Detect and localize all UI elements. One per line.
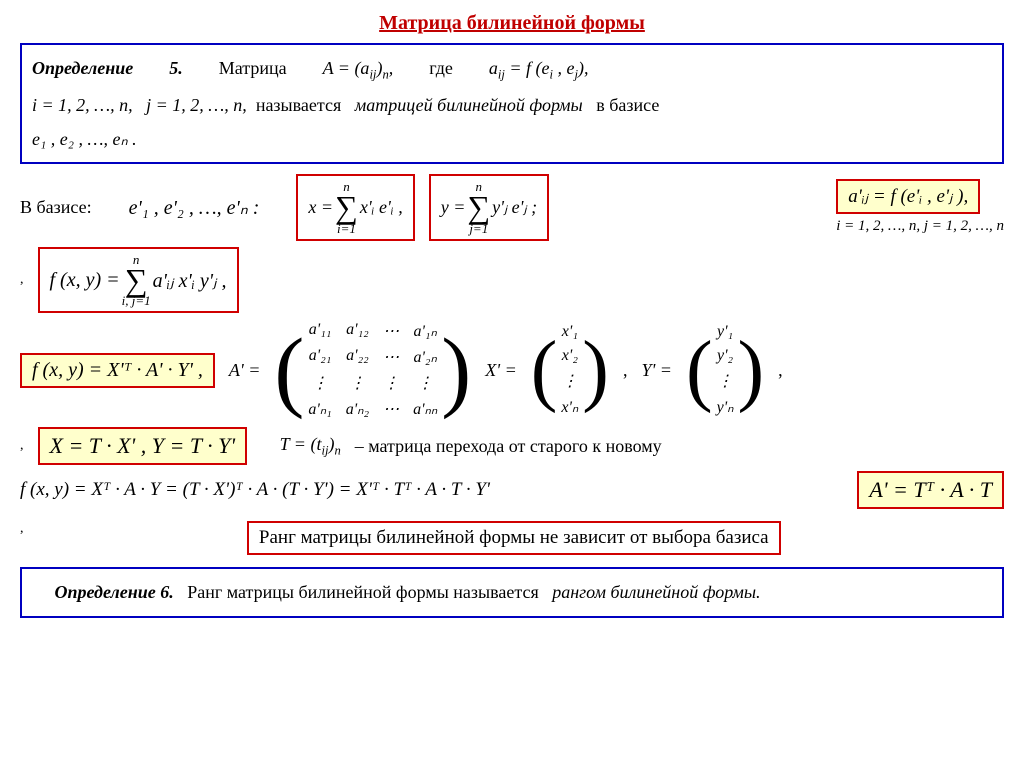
def6-text1: Ранг матрицы билинейной формы называется: [187, 582, 538, 602]
def5-A: A = (aij)n,: [323, 58, 398, 78]
basis-row: В базисе: e'₁ , e'₂ , …, e'ₙ : x = n∑i=1…: [20, 174, 1004, 241]
def6-text2: рангом билинейной формы.: [552, 582, 760, 602]
A-prime-label: A' =: [229, 360, 261, 381]
def5-num: 5.: [169, 58, 183, 78]
def6-label: Определение 6.: [55, 582, 174, 602]
x-sum-box: x = n∑i=1 x'ᵢ e'ᵢ ,: [296, 174, 414, 241]
rank-row: , Ранг матрицы билинейной формы не завис…: [20, 521, 1004, 555]
T-def: T = (tij)n: [280, 434, 341, 459]
def5-j-range: j = 1, 2, …, n,: [146, 95, 247, 115]
def5-term: матрицей билинейной формы: [355, 95, 583, 115]
basis-prime: e'₁ , e'₂ , …, e'ₙ :: [129, 195, 260, 220]
rank-statement-box: Ранг матрицы билинейной формы не зависит…: [247, 521, 781, 555]
ij-range: i = 1, 2, …, n, j = 1, 2, …, n: [836, 218, 1004, 235]
Y-prime-label: Y' =: [641, 360, 672, 381]
matrices-row: f (x, y) = X'ᵀ · A' · Y' , A' = ( a'₁₁a'…: [20, 319, 1004, 421]
fxy-matrix-box: f (x, y) = X'ᵀ · A' · Y' ,: [20, 353, 215, 388]
y-sum-box: y = n∑j=1 y'ⱼ e'ⱼ ;: [429, 174, 549, 241]
transform-box: X = T · X' , Y = T · Y': [38, 427, 248, 465]
def5-label: Определение: [32, 58, 133, 78]
fxy-sum-box: f (x, y) = n∑i, j=1 a'ᵢⱼ x'ᵢ y'ⱼ ,: [38, 247, 239, 314]
vector-X-prime: ( x'₁x'₂⋮x'ₙ ): [531, 321, 609, 419]
def5-aij: aij = f (ei , ej),: [489, 58, 589, 78]
T-desc: – матрица перехода от старого к новому: [355, 436, 662, 457]
transform-row: , X = T · X' , Y = T · Y' T = (tij)n – м…: [20, 427, 1004, 465]
result-box: A' = Tᵀ · A · T: [857, 471, 1004, 509]
chain-formula: f (x, y) = Xᵀ · A · Y = (T · X')ᵀ · A · …: [20, 479, 490, 501]
def5-word: Матрица: [219, 58, 287, 78]
definition-5-box: Определение 5. Матрица A = (aij)n, где a…: [20, 43, 1004, 164]
chain-row: f (x, y) = Xᵀ · A · Y = (T · X')ᵀ · A · …: [20, 471, 1004, 509]
definition-6-box: Определение 6. Ранг матрицы билинейной ф…: [20, 567, 1004, 617]
matrix-A-prime: ( a'₁₁a'₁₂⋯a'₁ₙ a'₂₁a'₂₂⋯a'₂ₙ ⋮⋮⋮⋮ a'ₙ₁a…: [274, 319, 471, 421]
fxy-sum-row: , f (x, y) = n∑i, j=1 a'ᵢⱼ x'ᵢ y'ⱼ ,: [20, 247, 1004, 314]
def5-where: где: [429, 58, 453, 78]
def5-inbasis: в базисе: [596, 95, 659, 115]
vector-Y-prime: ( y'₁y'₂⋮y'ₙ ): [686, 321, 764, 419]
def5-i-range: i = 1, 2, …, n,: [32, 95, 133, 115]
in-basis-label: В базисе:: [20, 197, 92, 218]
def5-called: называется: [256, 95, 341, 115]
X-prime-label: X' =: [485, 360, 517, 381]
aij-prime-box: a'ᵢⱼ = f (e'ᵢ , e'ⱼ ),: [836, 179, 980, 214]
page-title: Матрица билинейной формы: [20, 12, 1004, 35]
def5-basis: e₁ , e₂ , …, eₙ .: [32, 129, 137, 149]
